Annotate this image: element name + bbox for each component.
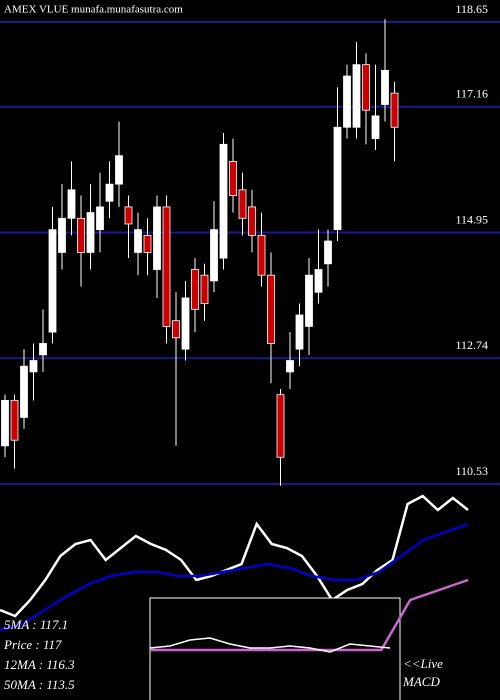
y-tick-label: 118.65 <box>455 2 488 16</box>
candle-body <box>77 217 85 253</box>
candle-body <box>96 206 104 231</box>
candle-body <box>143 234 152 253</box>
candle-body <box>305 274 313 327</box>
candle-body <box>162 206 171 327</box>
candle-body <box>257 234 266 276</box>
candle-body <box>333 126 342 231</box>
candle-body <box>229 160 237 196</box>
macd-label: MACD <box>402 674 440 689</box>
candle-body <box>20 365 28 418</box>
candle-body <box>276 394 285 458</box>
candle-body <box>67 189 76 219</box>
candle-body <box>124 206 133 225</box>
macd-line <box>149 637 391 653</box>
ma-label: 50MA : 113.5 <box>4 677 75 692</box>
ma-label: 5MA : 117.1 <box>4 617 68 632</box>
candle-body <box>200 274 209 305</box>
candle-body <box>324 240 332 265</box>
candle-body <box>39 343 47 356</box>
indicator-line <box>0 494 469 618</box>
candle-body <box>153 206 161 270</box>
candle-body <box>58 217 66 253</box>
candle-body <box>134 229 142 253</box>
candle-body <box>10 399 19 441</box>
candle-body <box>105 183 114 202</box>
candle-body <box>29 360 38 373</box>
candle-body <box>381 69 389 105</box>
candle-body <box>248 206 256 236</box>
y-tick-label: 110.53 <box>455 464 488 478</box>
candle-body <box>390 92 399 128</box>
candle-body <box>48 229 57 333</box>
candle-body <box>343 75 351 128</box>
live-label: <<Live <box>403 656 443 671</box>
candle-body <box>191 269 199 310</box>
indicator-line <box>0 522 469 632</box>
candle-body <box>238 189 247 219</box>
chart-title: AMEX VLUE munafa.munafasutra.com <box>4 4 183 16</box>
ma-label: 12MA : 116.3 <box>4 657 75 672</box>
y-tick-label: 117.16 <box>455 87 488 101</box>
ma-long-line <box>150 578 469 652</box>
candle-body <box>352 64 361 128</box>
candle-body <box>267 274 275 344</box>
candle-body <box>181 297 190 350</box>
candle-body <box>362 64 370 111</box>
y-tick-label: 114.95 <box>455 212 488 226</box>
candle-body <box>219 143 228 259</box>
ma-label: Price : 117 <box>3 637 62 652</box>
y-tick-label: 112.74 <box>455 338 488 352</box>
candle-body <box>286 360 294 373</box>
candle-body <box>115 155 123 185</box>
candle-body <box>86 212 95 253</box>
candle-body <box>314 269 323 293</box>
candle-body <box>210 229 218 282</box>
candle-body <box>295 314 304 350</box>
candle-body <box>1 399 9 447</box>
candle-body <box>172 320 180 339</box>
candle-body <box>371 115 380 140</box>
